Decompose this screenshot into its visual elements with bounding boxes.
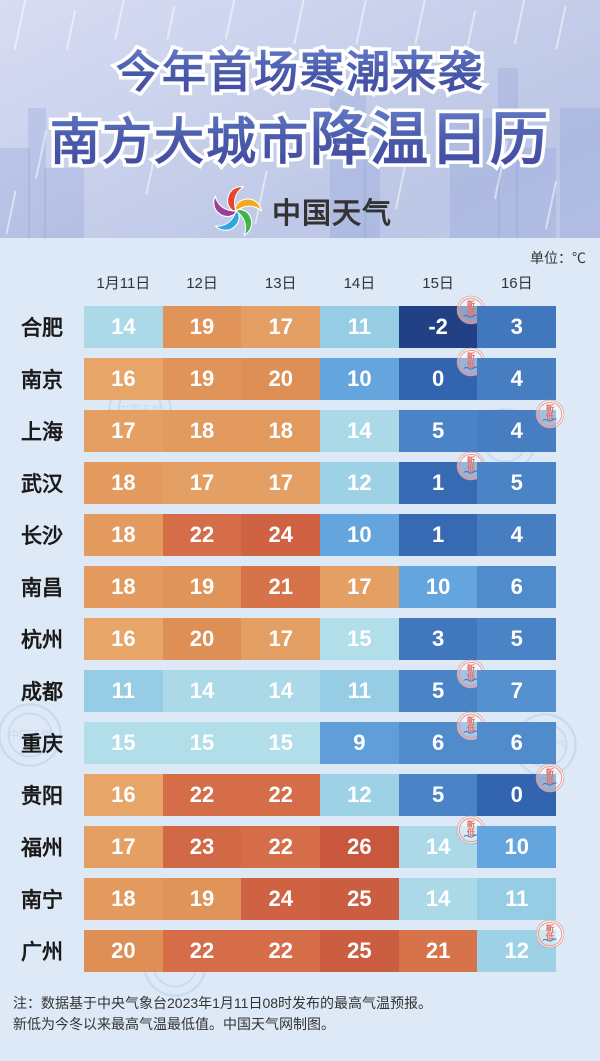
svg-text:新: 新 [546, 402, 555, 412]
svg-text:新: 新 [467, 714, 476, 724]
svg-text:新: 新 [467, 818, 476, 828]
svg-text:新: 新 [467, 298, 476, 308]
svg-text:新: 新 [546, 922, 555, 932]
svg-text:新: 新 [467, 350, 476, 360]
svg-text:新: 新 [467, 454, 476, 464]
svg-text:新: 新 [467, 662, 476, 672]
svg-text:新: 新 [546, 766, 555, 776]
